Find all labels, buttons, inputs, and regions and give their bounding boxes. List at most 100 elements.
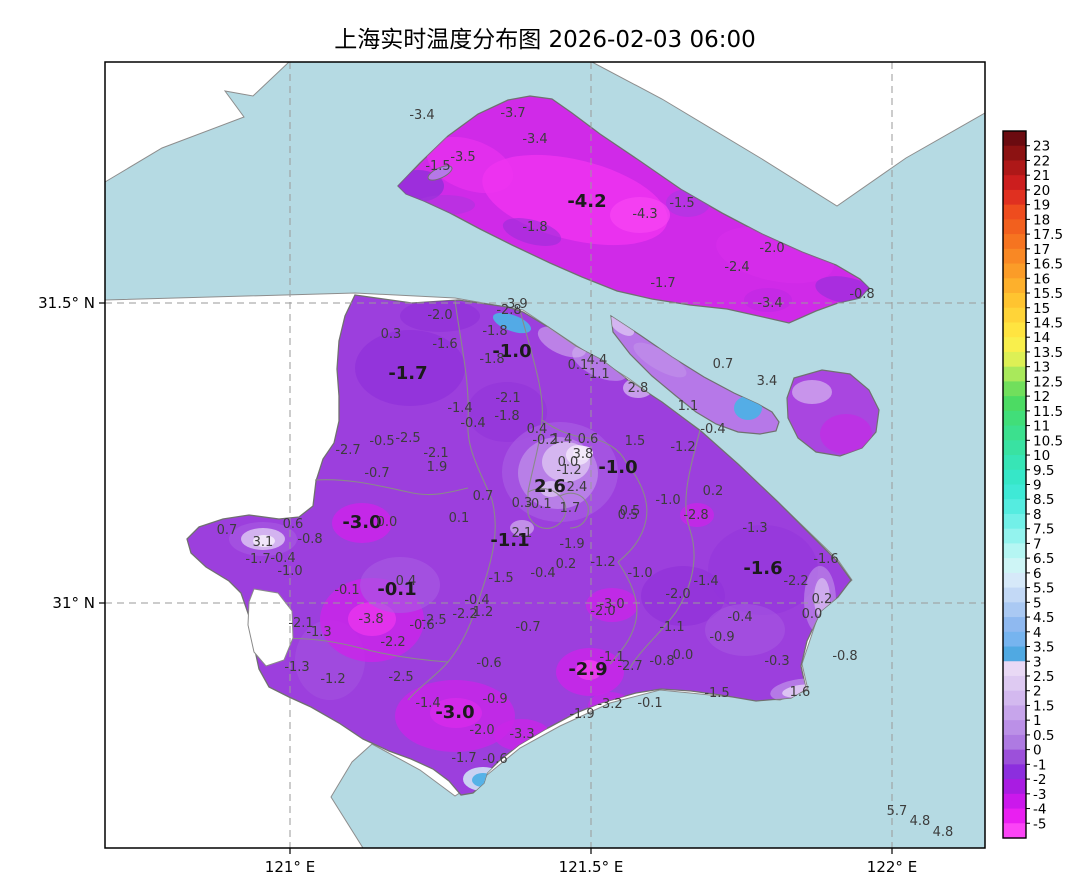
station-temperature-bold: -1.0 xyxy=(492,341,531,362)
station-temperature: -0.9 xyxy=(482,692,507,707)
station-temperature-bold: -3.0 xyxy=(342,512,381,533)
station-temperature: -1.0 xyxy=(627,566,652,581)
station-temperature-bold: 2.6 xyxy=(534,476,566,497)
station-temperature: 2.1 xyxy=(512,526,533,541)
station-temperature: -2.5 xyxy=(421,613,446,628)
map-title: 上海实时温度分布图 2026-02-03 06:00 xyxy=(334,27,756,53)
station-temperature: -0.9 xyxy=(709,630,734,645)
station-temperature: -2.2 xyxy=(783,574,808,589)
station-temperature: 4.4 xyxy=(587,353,608,368)
station-temperature: -3.3 xyxy=(509,727,534,742)
station-temperature-bold: -3.0 xyxy=(435,702,474,723)
station-temperature: 0.1 xyxy=(449,511,470,526)
station-temperature: 1.7 xyxy=(560,501,581,516)
station-temperature: -0.4 xyxy=(530,566,555,581)
colorbar-segment xyxy=(1003,204,1026,220)
colorbar-segment xyxy=(1003,705,1026,721)
colorbar-tick-label: 16.5 xyxy=(1033,257,1063,273)
colorbar-tick-label: 13.5 xyxy=(1033,345,1063,361)
station-temperature-labels: -3.4 -3.7-3.4-3.5-1.5-1.8-4.2-4.3-1.5-2.0… xyxy=(217,106,954,840)
station-temperature: 0.0 xyxy=(558,455,579,470)
colorbar-segment xyxy=(1003,131,1026,147)
colorbar-segment xyxy=(1003,513,1026,530)
colorbar-tick-label: -2 xyxy=(1033,772,1046,788)
station-temperature: -1.6 xyxy=(813,552,838,567)
station-temperature: -0.7 xyxy=(515,620,540,635)
colorbar-tick-label: 6.5 xyxy=(1033,551,1054,567)
station-temperature: 0.2 xyxy=(703,484,724,499)
colorbar-segment xyxy=(1003,189,1026,206)
mainland-temperature-field xyxy=(229,300,851,791)
colorbar-segment xyxy=(1003,455,1026,471)
colorbar-tick-label: 21 xyxy=(1033,168,1050,184)
station-temperature: -2.1 xyxy=(495,391,520,406)
colorbar-tick-label: 14 xyxy=(1033,330,1050,346)
station-temperature: 0.3 xyxy=(512,496,533,511)
station-temperature: -2.0 xyxy=(427,308,452,323)
colorbar-tick-label: -4 xyxy=(1033,802,1046,818)
station-temperature: 0.1 xyxy=(568,358,589,373)
station-temperature: -1.4 xyxy=(415,696,440,711)
colorbar-tick-label: 4 xyxy=(1033,625,1042,641)
station-temperature: 1.2 xyxy=(473,605,494,620)
colorbar-segment xyxy=(1003,734,1026,751)
axis-tick-labels: 121° E 121.5° E 122° E 31.5° N 31° N xyxy=(38,294,917,876)
station-temperature: -0.6 xyxy=(409,618,434,633)
colorbar-segment xyxy=(1003,351,1026,368)
colorbar-tick-label: 18 xyxy=(1033,212,1050,228)
chongming-islet xyxy=(427,165,453,181)
dianshan-lake xyxy=(247,588,294,667)
colorbar-segment xyxy=(1003,381,1026,397)
station-temperature: -0.1 xyxy=(637,696,662,711)
station-temperature: -1.8 xyxy=(494,409,519,424)
station-temperature: 1.4 xyxy=(552,432,573,447)
station-temperature: 0.5 xyxy=(620,504,641,519)
colorbar-segment xyxy=(1003,572,1026,589)
station-temperature: 0.4 xyxy=(396,574,417,589)
station-temperature: -1.8 xyxy=(482,324,507,339)
colorbar-segment xyxy=(1003,410,1026,427)
colorbar-tick-label: 2.5 xyxy=(1033,669,1054,685)
station-temperature: -0.7 xyxy=(364,466,389,481)
station-temperature: -0.3 xyxy=(764,654,789,669)
station-temperature: -3.2 xyxy=(597,697,622,712)
colorbar-segment xyxy=(1003,823,1026,839)
station-temperature: -0.8 xyxy=(649,654,674,669)
colorbar-segment xyxy=(1003,631,1026,648)
station-temperature: -3.4 xyxy=(409,108,434,123)
station-temperature-bold: -2.9 xyxy=(568,659,607,680)
colorbar-segment xyxy=(1003,779,1026,795)
station-temperature: 4.8 xyxy=(910,814,931,829)
station-temperature: 2.8 xyxy=(628,381,649,396)
colorbar-tick-label: 12.5 xyxy=(1033,374,1063,390)
plot-frame xyxy=(104,61,986,849)
station-temperature: -0.8 xyxy=(297,532,322,547)
colorbar-tick-label: 19 xyxy=(1033,198,1050,214)
colorbar-tick-label: 8 xyxy=(1033,507,1042,523)
station-temperature: -2.5 xyxy=(388,670,413,685)
colorbar-tick-label: 0.5 xyxy=(1033,728,1054,744)
station-temperature: -1.3 xyxy=(742,521,767,536)
colorbar-tick-label: 22 xyxy=(1033,153,1050,169)
hengsha-temperature-field xyxy=(792,380,872,454)
station-temperature: -1.7 xyxy=(245,552,270,567)
station-temperature: -1.8 xyxy=(522,220,547,235)
colorbar-segment xyxy=(1003,617,1026,633)
station-temperature-bold: -1.7 xyxy=(388,363,427,384)
station-temperature: 0.7 xyxy=(217,523,238,538)
station-temperature: -1.7 xyxy=(650,276,675,291)
colorbar-segment xyxy=(1003,337,1026,353)
station-temperature: -2.0 xyxy=(469,723,494,738)
station-temperature: -0.2 xyxy=(532,433,557,448)
colorbar-segment xyxy=(1003,278,1026,294)
station-temperature: 0.4 xyxy=(527,422,548,437)
colorbar-segment xyxy=(1003,558,1026,574)
colorbar-tick-label: 23 xyxy=(1033,139,1050,155)
station-temperature-bold: -0.1 xyxy=(377,579,416,600)
colorbar-segment xyxy=(1003,675,1026,692)
station-temperature: -1.8 xyxy=(479,352,504,367)
station-temperature: 3.8 xyxy=(573,447,594,462)
station-temperature: 3.4 xyxy=(757,374,778,389)
station-temperature: 1.9 xyxy=(427,460,448,475)
colorbar-tick-label: 20 xyxy=(1033,183,1050,199)
